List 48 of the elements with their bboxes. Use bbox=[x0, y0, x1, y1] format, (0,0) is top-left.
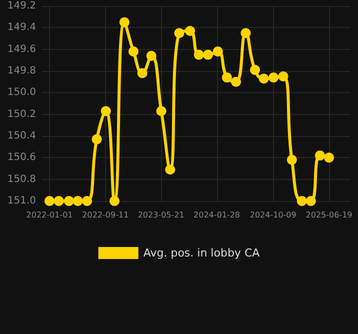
point bbox=[92, 134, 102, 144]
legend-label: Avg. pos. in lobby CA bbox=[143, 246, 260, 260]
point bbox=[202, 50, 213, 60]
point bbox=[72, 196, 83, 206]
point bbox=[185, 26, 196, 36]
point bbox=[306, 196, 316, 206]
point bbox=[174, 28, 184, 38]
y-tick-label: 149.6 bbox=[7, 44, 36, 55]
point bbox=[268, 72, 279, 82]
point bbox=[64, 196, 74, 206]
point bbox=[258, 74, 269, 84]
y-tick-label: 150.6 bbox=[7, 152, 36, 164]
point bbox=[296, 196, 307, 206]
point bbox=[82, 196, 92, 206]
point bbox=[119, 17, 130, 28]
x-tick-label: 2025-06-19 bbox=[306, 210, 352, 220]
point bbox=[212, 46, 223, 56]
point bbox=[324, 152, 334, 163]
point bbox=[314, 150, 325, 160]
point bbox=[231, 76, 241, 87]
point bbox=[137, 68, 148, 78]
point bbox=[286, 154, 297, 165]
point bbox=[54, 196, 64, 206]
point bbox=[146, 50, 156, 61]
y-tick-label: 150.8 bbox=[7, 174, 36, 185]
point bbox=[100, 106, 111, 116]
point bbox=[156, 106, 166, 116]
point bbox=[222, 72, 232, 82]
x-tick-label: 2022-09-11 bbox=[82, 210, 129, 220]
point bbox=[250, 64, 260, 75]
x-tick-label: 2022-01-01 bbox=[26, 210, 73, 220]
y-tick-label: 150.0 bbox=[7, 87, 36, 98]
point bbox=[44, 196, 55, 206]
point bbox=[278, 71, 288, 82]
x-tick-label: 2024-01-28 bbox=[194, 210, 240, 220]
point bbox=[240, 28, 251, 38]
y-tick-label: 150.2 bbox=[7, 108, 36, 120]
y-tick-label: 149.4 bbox=[7, 22, 36, 34]
y-tick-label: 149.8 bbox=[7, 66, 36, 76]
y-tick-label: 150.4 bbox=[7, 130, 36, 142]
y-tick-label: 149.2 bbox=[7, 0, 36, 12]
point bbox=[128, 46, 138, 56]
point bbox=[165, 164, 176, 175]
point bbox=[194, 50, 204, 60]
x-tick-label: 2024-10-09 bbox=[250, 210, 296, 220]
point bbox=[109, 196, 120, 206]
x-tick-label: 2023-05-21 bbox=[138, 210, 184, 220]
y-tick-label: 151.0 bbox=[7, 196, 36, 206]
